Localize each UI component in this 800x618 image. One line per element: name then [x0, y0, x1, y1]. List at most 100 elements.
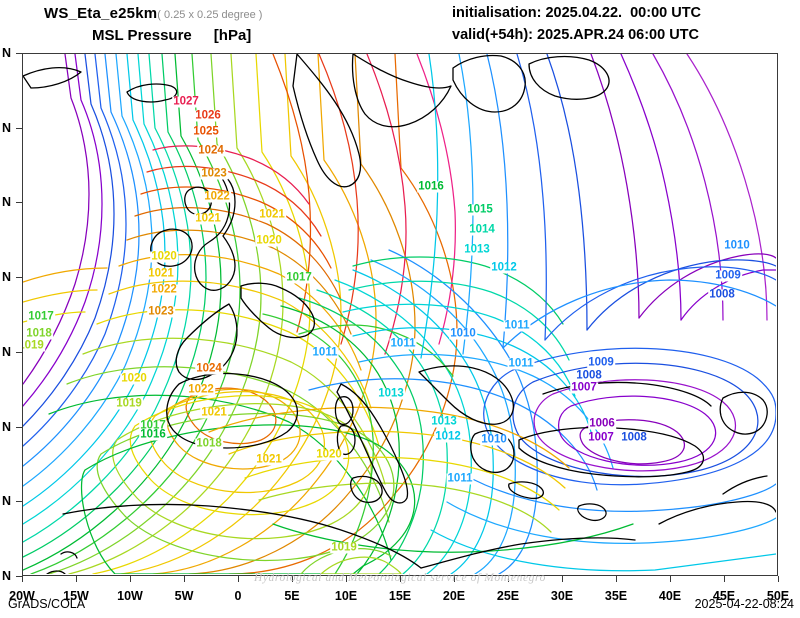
- contour-label: 1019: [23, 340, 45, 352]
- contour-label: 1011: [389, 337, 417, 350]
- y-axis-label: N: [2, 494, 12, 509]
- contour-label: 1011: [507, 357, 535, 370]
- contour-label: 1008: [620, 431, 648, 444]
- contour-label: 1022: [150, 283, 178, 296]
- contour-label: 1017: [139, 419, 167, 432]
- y-axis-tick: [16, 202, 22, 204]
- x-axis-tick: [616, 576, 617, 582]
- x-axis-label: 5W: [174, 589, 194, 603]
- contour-label: 1011: [311, 346, 339, 359]
- isobar-contours: [23, 54, 776, 574]
- x-axis-label: 45E: [712, 589, 736, 603]
- coastlines: [23, 54, 776, 574]
- valid-time: valid(+54h): 2025.APR.24 06:00 UTC: [452, 27, 700, 43]
- contour-label: 1023: [200, 167, 228, 180]
- contour-plot-area: 1027 1026 1025 1024 1023 1022 1021 1020 1021 1022…: [22, 53, 778, 576]
- contour-label: 1008: [708, 288, 736, 301]
- field-name: MSL Pressure: [92, 27, 192, 44]
- y-axis-tick: [16, 501, 22, 503]
- render-timestamp: 2025-04-22-08:24: [694, 597, 794, 611]
- contour-label: 1020: [315, 448, 343, 461]
- x-axis-tick: [130, 576, 131, 582]
- y-axis-label: N: [2, 195, 12, 210]
- contour-label: 1024: [195, 362, 223, 375]
- x-axis-label: 20E: [442, 589, 466, 603]
- contour-label: 1010: [449, 327, 477, 340]
- contour-label: 1019: [115, 397, 143, 410]
- x-axis-label: 25E: [496, 589, 520, 603]
- contour-label: 1020: [120, 372, 148, 385]
- x-axis-label: 30E: [550, 589, 574, 603]
- contour-label: 1021: [255, 453, 283, 466]
- watermark: Hydrological and Meteorological service …: [253, 572, 547, 584]
- y-axis-label: N: [2, 569, 12, 583]
- contour-label: 1007: [570, 381, 598, 394]
- contour-label: 1016: [417, 180, 445, 193]
- x-axis-label: 20W: [9, 589, 35, 603]
- x-axis-label: 10E: [334, 589, 358, 603]
- contour-label: 1013: [463, 243, 491, 256]
- x-axis-tick: [22, 576, 23, 582]
- y-axis-label: N: [2, 419, 12, 434]
- contour-label: 1018: [25, 327, 53, 340]
- contour-label: 1021: [194, 212, 222, 225]
- initialisation-time: initialisation: 2025.04.22. 00:00 UTC: [452, 5, 702, 21]
- x-axis-label: 50E: [766, 589, 790, 603]
- contour-label: 1017: [27, 310, 55, 323]
- contour-label: 1021: [258, 208, 286, 221]
- contour-label: 1020: [150, 250, 178, 263]
- x-axis-tick: [400, 576, 401, 582]
- contour-label: 1009: [587, 356, 615, 369]
- y-axis-label: N: [2, 270, 12, 285]
- contour-label: 1013: [377, 387, 405, 400]
- contour-label: 1017: [285, 271, 313, 284]
- x-axis-tick: [454, 576, 455, 582]
- contour-label: 1019: [330, 541, 358, 554]
- contour-label: 1015: [466, 203, 494, 216]
- contour-label: 1026: [194, 109, 222, 122]
- contour-label: 1024: [197, 144, 225, 157]
- contour-label: 1022: [187, 383, 215, 396]
- contour-label: 1021: [200, 406, 228, 419]
- model-resolution: ( 0.25 x 0.25 degree ): [157, 9, 263, 21]
- contour-label: 1011: [503, 319, 531, 332]
- contour-label: 1012: [490, 261, 518, 274]
- x-axis-tick: [508, 576, 509, 582]
- x-axis-label: 0: [234, 589, 242, 603]
- contour-label: 1008: [575, 369, 603, 382]
- x-axis-tick: [346, 576, 347, 582]
- y-axis-tick: [16, 277, 22, 279]
- contour-label: 1010: [723, 239, 751, 252]
- contour-label: 1025: [192, 125, 220, 138]
- x-axis-tick: [562, 576, 563, 582]
- field-unit: [hPa]: [213, 27, 252, 44]
- x-axis-label: 15E: [388, 589, 412, 603]
- y-axis-tick: [16, 351, 22, 353]
- x-axis-tick: [184, 576, 185, 582]
- contour-label: 1027: [172, 95, 200, 108]
- x-axis-tick: [292, 576, 293, 582]
- model-title: WS_Eta_e25km( 0.25 x 0.25 degree ): [44, 5, 262, 22]
- contour-label: 1009: [714, 269, 742, 282]
- contour-label: 1011: [446, 472, 474, 485]
- y-axis-tick: [16, 576, 22, 577]
- y-axis-label: N: [2, 344, 12, 359]
- contour-label: 1006: [588, 417, 616, 430]
- x-axis-label: 35E: [604, 589, 628, 603]
- x-axis-label: 40E: [658, 589, 682, 603]
- contour-label: 1021: [147, 267, 175, 280]
- map-header: WS_Eta_e25km( 0.25 x 0.25 degree ) MSL P…: [0, 0, 800, 52]
- model-name: WS_Eta_e25km: [44, 5, 158, 22]
- contour-label: 1023: [147, 305, 175, 318]
- y-axis-tick: [16, 127, 22, 129]
- contour-label: 1014: [468, 223, 496, 236]
- field-title: MSL Pressure [hPa]: [92, 27, 251, 44]
- x-axis-tick: [76, 576, 77, 582]
- contour-label: 1022: [203, 190, 231, 203]
- y-axis-label: N: [2, 46, 12, 60]
- grads-credit: GrADS/COLA: [8, 597, 86, 611]
- x-axis-tick: [238, 576, 239, 582]
- contour-svg: [23, 54, 776, 574]
- x-axis-tick: [670, 576, 671, 582]
